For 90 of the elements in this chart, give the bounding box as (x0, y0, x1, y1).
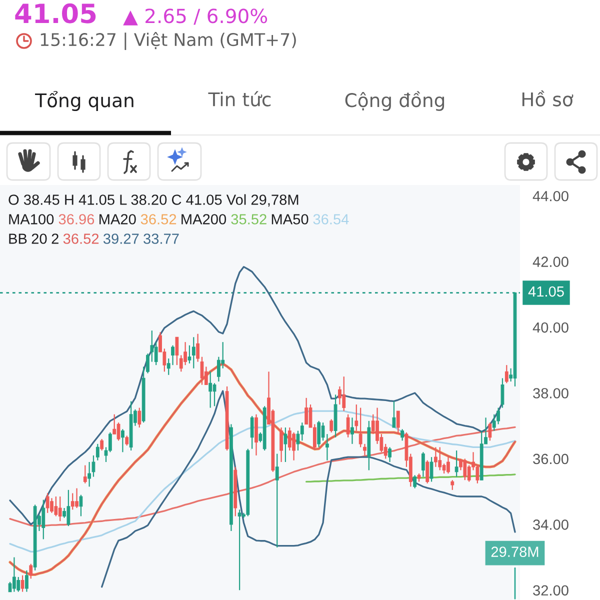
y-tick-label: 36.00 (533, 454, 568, 464)
text: Tổng quan (35, 90, 134, 112)
candlestick (426, 460, 430, 484)
candlestick (70, 492, 74, 510)
candlestick (116, 422, 120, 442)
annotation: O 38.45 H 41.05 L 38.20 C 41.05 Vol 29,78M (8, 194, 298, 207)
candlestick (150, 330, 154, 362)
candlestick (154, 342, 158, 366)
y-tick-label: 34.00 (533, 520, 568, 530)
candlestick (300, 422, 304, 442)
candlestick (284, 426, 288, 463)
candlestick (50, 498, 54, 514)
text: Cộng đồng (345, 91, 444, 111)
candlestick (338, 386, 342, 406)
candlestick (430, 456, 434, 482)
candlestick (392, 400, 396, 428)
y-tick-label: 42.00 (532, 256, 568, 267)
candlestick (238, 509, 242, 591)
candlestick (42, 499, 46, 540)
candlestick (184, 342, 187, 366)
candlestick (192, 336, 196, 369)
candlestick (96, 443, 100, 461)
ref-line-label: 41.05 (528, 286, 564, 297)
chart-subtitle: ▲ 2.65 / 6.90% (123, 8, 268, 26)
y-tick-label: 32.00 (533, 585, 568, 596)
text: 15:16:27 | Việt Nam (GMT+7) (40, 32, 296, 50)
candlestick (400, 428, 404, 442)
candlestick (442, 463, 446, 474)
candlestick (350, 417, 354, 444)
candlestick (88, 461, 92, 488)
annotation: MA100 36.96 MA20 36.52 MA200 35.52 MA50 36.54 (9, 214, 349, 224)
candlestick (438, 446, 442, 471)
candlestick (488, 422, 492, 442)
candlestick (46, 492, 50, 514)
y-tick-label: 44.00 (532, 190, 568, 202)
candlestick (121, 428, 124, 453)
chart-title: 41.05 (15, 3, 96, 24)
candlestick (75, 488, 78, 509)
candlestick (500, 378, 504, 408)
candlestick (188, 344, 192, 364)
candlestick (354, 404, 358, 432)
candlestick (138, 407, 142, 428)
candlestick (454, 450, 458, 478)
y-tick-label: 38.00 (533, 388, 568, 398)
candlestick (25, 570, 28, 592)
candlestick (175, 336, 179, 366)
candlestick (358, 407, 362, 448)
candlestick (125, 435, 129, 446)
candlestick (12, 556, 16, 592)
candlestick (208, 371, 212, 408)
candlestick (346, 414, 350, 438)
candlestick (292, 432, 296, 461)
candlestick (434, 446, 438, 468)
candlestick (496, 407, 500, 425)
candlestick (421, 452, 425, 478)
candlestick (212, 382, 216, 407)
candlestick (146, 353, 150, 374)
text: Tin tức (208, 91, 271, 106)
candlestick (304, 397, 308, 425)
annotation: BB 20 2 36.52 39.27 33.77 (9, 234, 179, 244)
candlestick (83, 464, 87, 484)
candlestick (58, 496, 62, 522)
candlestick (20, 574, 24, 592)
text: Hồ sơ (522, 90, 574, 106)
candlestick (171, 344, 174, 366)
candlestick (280, 426, 283, 463)
candlestick (29, 563, 33, 580)
candlestick (396, 410, 400, 435)
candlestick (388, 446, 392, 463)
candlestick (250, 415, 254, 450)
line-series (9, 266, 504, 526)
candlestick (108, 432, 112, 453)
candlestick (450, 480, 454, 490)
candlestick (363, 443, 366, 456)
candlestick (342, 376, 346, 412)
candlestick (330, 418, 334, 433)
candlestick (317, 420, 321, 448)
candlestick (16, 576, 20, 592)
candlestick (463, 458, 467, 481)
candlestick (66, 489, 70, 527)
candlestick (54, 496, 58, 517)
candlestick (216, 356, 220, 382)
candlestick (446, 456, 450, 474)
candlestick (504, 364, 508, 384)
candlestick (100, 438, 104, 452)
y-tick-label: 40.00 (532, 322, 568, 333)
data-label: 29.78M (491, 546, 538, 557)
candlestick (79, 494, 83, 517)
candlestick (275, 453, 279, 548)
candlestick (413, 474, 417, 489)
